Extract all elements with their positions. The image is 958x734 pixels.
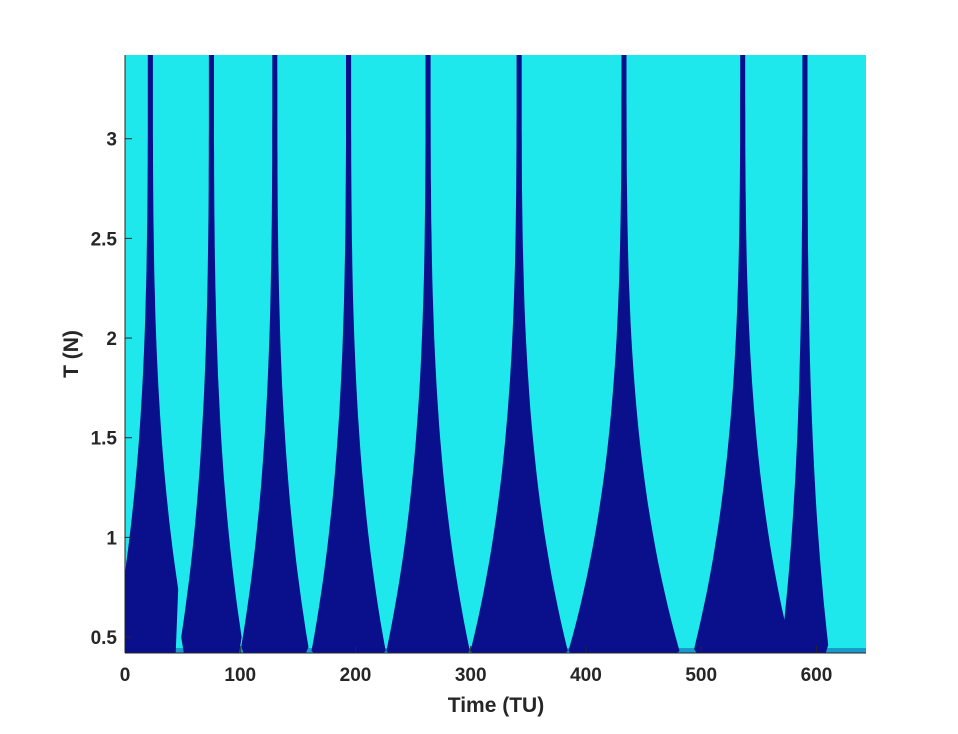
axes <box>124 55 866 654</box>
heatmap-region-7 <box>568 55 680 653</box>
x-tick-label: 400 <box>570 665 602 686</box>
y-tick-label: 2.5 <box>91 229 118 250</box>
x-tick-label: 0 <box>120 665 131 686</box>
heatmap-region-4 <box>311 55 386 653</box>
heatmap-region-3 <box>241 55 309 653</box>
x-axis-ticks: 0 100 200 300 400 500 600 <box>120 646 833 686</box>
heatmap-region-2 <box>181 55 242 653</box>
heatmap-region-1 <box>125 55 179 653</box>
y-tick-label: 3 <box>106 130 117 151</box>
heatmap-region-8 <box>694 55 792 653</box>
y-tick-label: 1.5 <box>91 429 118 450</box>
x-tick-label: 300 <box>455 665 487 686</box>
heatmap-region-6 <box>470 55 568 653</box>
x-tick-label: 200 <box>340 665 372 686</box>
heatmap-bottom-strip <box>125 648 866 653</box>
y-axis-label: T (N) <box>60 330 83 378</box>
x-tick-label: 600 <box>801 665 833 686</box>
y-axis-ticks: 0.5 1 1.5 2 2.5 3 <box>91 130 132 649</box>
data-marks <box>125 55 866 653</box>
x-tick-label: 500 <box>685 665 717 686</box>
x-tick-label: 100 <box>224 665 256 686</box>
heatmap-region-9 <box>781 55 829 653</box>
y-tick-label: 1 <box>106 528 117 549</box>
y-tick-label: 2 <box>106 329 117 350</box>
y-tick-label: 0.5 <box>91 628 118 649</box>
x-axis-label: Time (TU) <box>448 694 544 717</box>
heatmap-region-5 <box>386 55 470 653</box>
